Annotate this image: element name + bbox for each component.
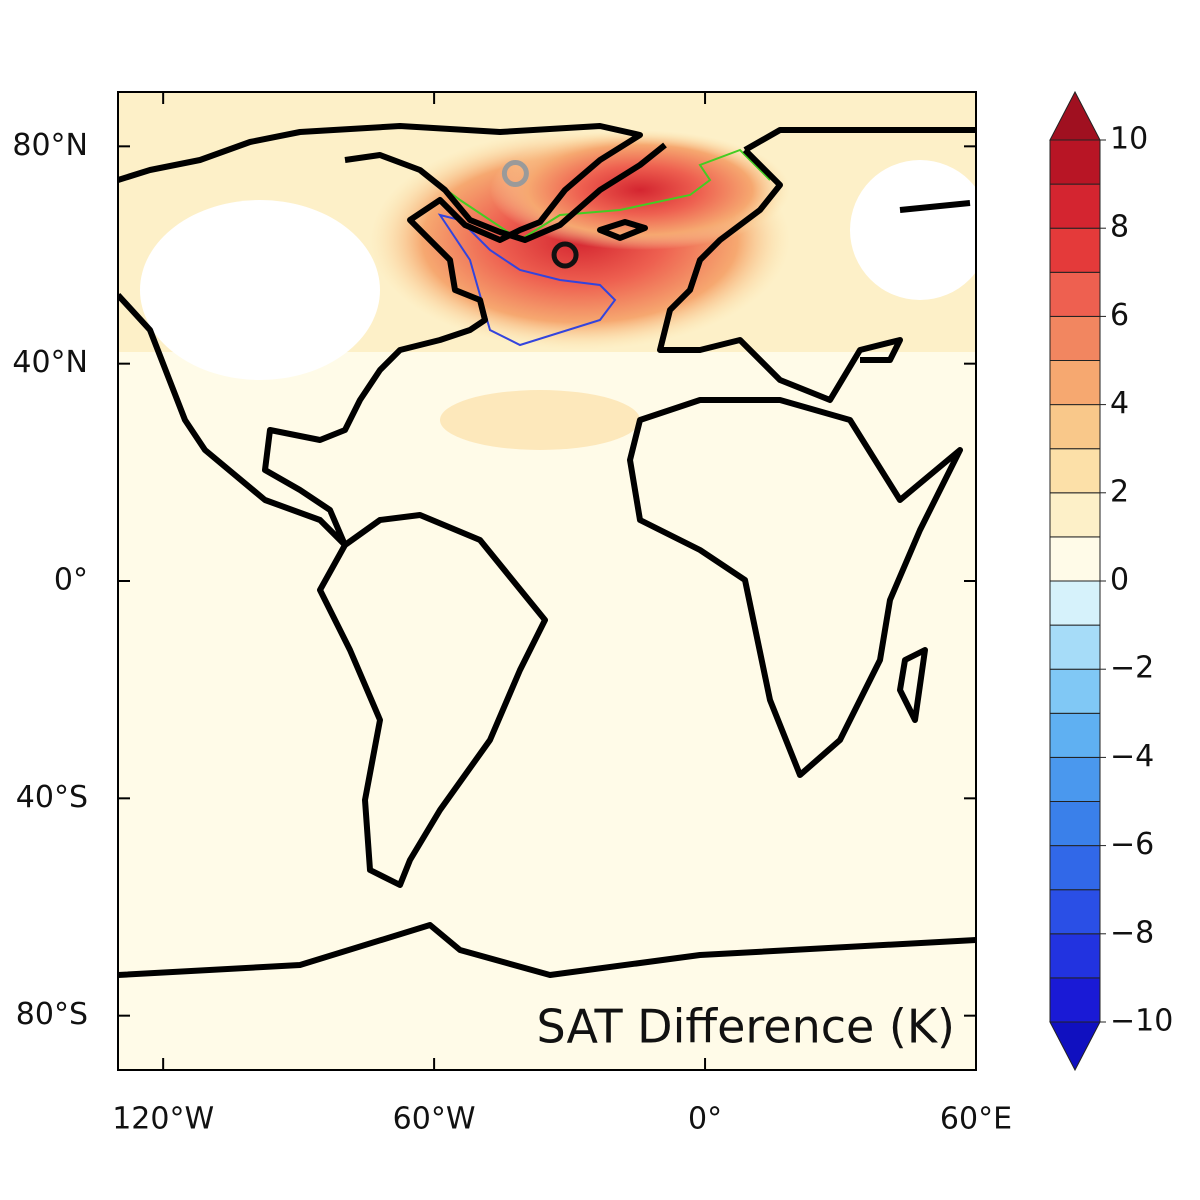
colorbar-label: −4 xyxy=(1110,739,1154,774)
colorbar-bin xyxy=(1049,933,1101,979)
y-tick-label: 80°S xyxy=(16,997,88,1032)
x-tick-label: 0° xyxy=(688,1102,722,1137)
colorbar-bin xyxy=(1049,977,1101,1023)
x-tick-label: 60°E xyxy=(940,1102,1012,1137)
colorbar-bin xyxy=(1049,756,1101,803)
colorbar-bin xyxy=(1049,624,1101,670)
colorbar-label: 10 xyxy=(1110,122,1148,157)
colorbar-bin xyxy=(1049,536,1101,582)
colorbar-label: −8 xyxy=(1110,915,1154,950)
x-tick-label: 60°W xyxy=(393,1102,476,1137)
colorbar-label: −2 xyxy=(1110,651,1154,686)
colorbar-label: −10 xyxy=(1110,1004,1173,1039)
colorbar-bin xyxy=(1049,492,1101,538)
temperature-field xyxy=(118,92,976,1070)
colorbar-bin xyxy=(1049,889,1101,935)
map-title: SAT Difference (K) xyxy=(537,1000,956,1054)
colorbar-bin xyxy=(1049,845,1101,891)
colorbar-bin xyxy=(1049,404,1101,450)
colorbar-bin xyxy=(1049,580,1101,626)
colorbar-bin xyxy=(1049,271,1101,317)
colorbar-bin xyxy=(1049,227,1101,273)
colorbar-label: 2 xyxy=(1110,474,1129,509)
colorbar-bin xyxy=(1049,801,1101,847)
colorbar-bin xyxy=(1049,315,1101,361)
colorbar-extend-high xyxy=(1049,90,1101,141)
y-tick-label: 0° xyxy=(54,563,88,598)
colorbar-bin xyxy=(1049,183,1101,229)
colorbar-bin xyxy=(1049,668,1101,714)
y-tick-label: 80°N xyxy=(12,128,88,163)
colorbar-bin xyxy=(1049,139,1101,185)
colorbar-bin xyxy=(1049,712,1101,758)
colorbar-extend-low xyxy=(1049,1021,1101,1072)
colorbar-bin xyxy=(1049,360,1101,406)
site-marker xyxy=(501,160,529,187)
x-tick-label: 120°W xyxy=(112,1102,214,1137)
colorbar-label: 0 xyxy=(1110,563,1129,598)
y-tick-label: 40°N xyxy=(12,345,88,380)
coastlines xyxy=(118,123,976,978)
colorbar-label: 4 xyxy=(1110,386,1129,421)
colorbar-label: 6 xyxy=(1110,298,1129,333)
site-marker xyxy=(551,241,579,269)
colorbar-bin xyxy=(1049,448,1101,494)
y-tick-label: 40°S xyxy=(16,780,88,815)
colorbar-label: 8 xyxy=(1110,210,1129,245)
colorbar-label: −6 xyxy=(1110,827,1154,862)
